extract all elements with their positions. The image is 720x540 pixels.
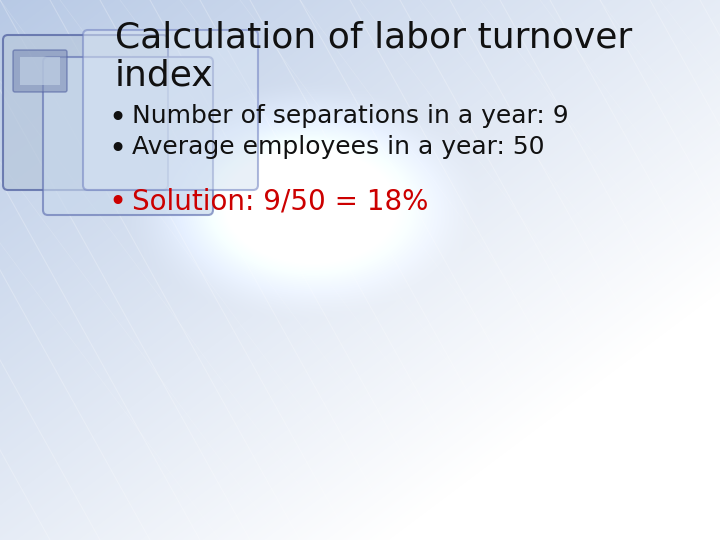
FancyBboxPatch shape — [83, 30, 258, 190]
FancyBboxPatch shape — [3, 35, 168, 190]
Text: •: • — [108, 135, 126, 164]
FancyBboxPatch shape — [20, 57, 60, 85]
Text: Average employees in a year: 50: Average employees in a year: 50 — [132, 135, 544, 159]
Text: •: • — [108, 188, 126, 217]
Text: Solution: 9/50 = 18%: Solution: 9/50 = 18% — [132, 188, 428, 216]
Text: Calculation of labor turnover: Calculation of labor turnover — [115, 20, 632, 54]
FancyBboxPatch shape — [43, 57, 213, 215]
Text: Number of separations in a year: 9: Number of separations in a year: 9 — [132, 104, 569, 128]
FancyBboxPatch shape — [13, 50, 67, 92]
Text: •: • — [108, 104, 126, 133]
Text: index: index — [115, 58, 214, 92]
